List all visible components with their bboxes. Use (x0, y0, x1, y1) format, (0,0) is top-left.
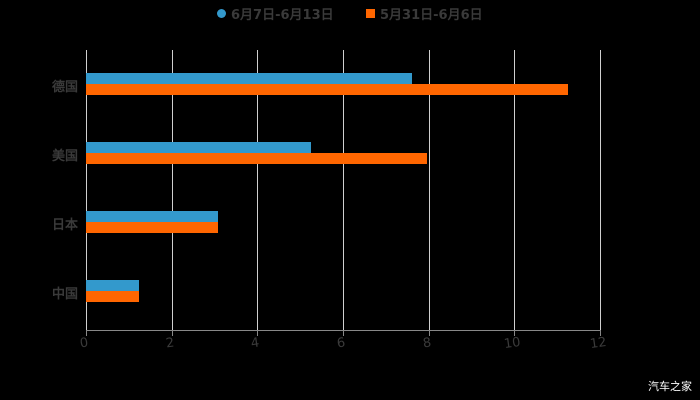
x-tick-label: 10 (503, 334, 522, 353)
bar[interactable] (86, 291, 140, 302)
x-tick-label: 8 (421, 335, 432, 352)
x-tick-label: 2 (164, 335, 175, 352)
square-marker-icon (366, 9, 375, 18)
legend: 6月7日-6月13日 5月31日-6月6日 (0, 4, 700, 24)
x-tick-label: 6 (335, 335, 347, 352)
bar[interactable] (86, 84, 568, 95)
x-tick (86, 330, 87, 336)
watermark: 汽车之家 (648, 380, 692, 393)
plot-area (86, 50, 601, 330)
category-label: 中国 (51, 287, 78, 302)
bar[interactable] (86, 280, 140, 291)
legend-label: 6月7日-6月13日 (231, 8, 334, 23)
gridline (600, 50, 601, 330)
x-tick (600, 330, 601, 336)
gridline (257, 50, 259, 330)
x-tick-label: 0 (78, 335, 90, 352)
x-tick (514, 330, 516, 336)
category-label: 美国 (51, 149, 78, 164)
x-tick (171, 330, 173, 336)
legend-label: 5月31日-6月6日 (380, 8, 483, 23)
bar[interactable] (86, 142, 311, 153)
x-tick (257, 330, 259, 336)
gridline (343, 50, 344, 330)
gridline (428, 50, 430, 330)
bar[interactable] (86, 211, 218, 222)
bar[interactable] (86, 153, 427, 164)
circle-marker-icon (217, 9, 226, 18)
category-label: 德国 (51, 80, 78, 95)
x-tick (428, 330, 430, 336)
legend-item-series1[interactable]: 6月7日-6月13日 (217, 4, 334, 23)
category-label: 日本 (51, 218, 78, 233)
y-axis-line (86, 50, 87, 330)
bar[interactable] (86, 222, 218, 233)
gridline (171, 50, 173, 330)
x-tick-label: 12 (589, 334, 608, 353)
x-tick (343, 330, 344, 336)
gridline (514, 50, 516, 330)
x-tick-label: 4 (250, 335, 261, 352)
bar[interactable] (86, 73, 412, 84)
legend-item-series2[interactable]: 5月31日-6月6日 (366, 4, 483, 23)
